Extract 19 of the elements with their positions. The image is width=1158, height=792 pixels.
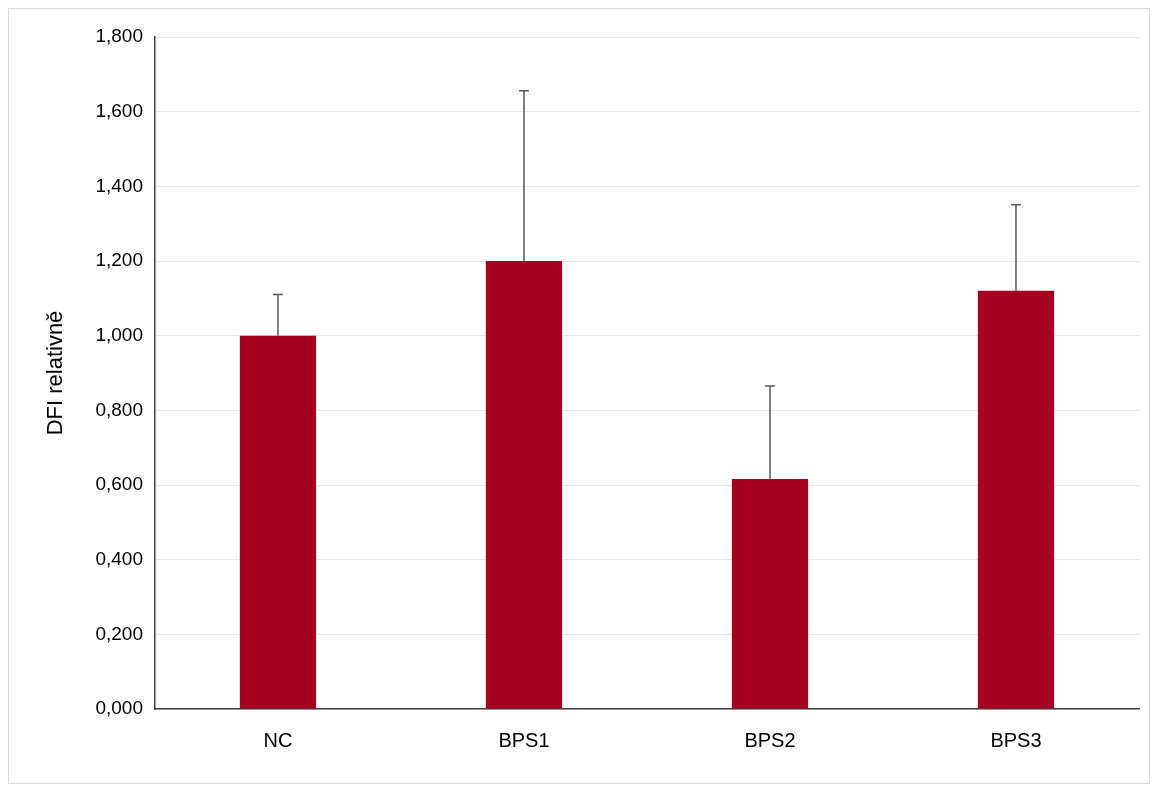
y-tick-label: 0,800 <box>95 398 143 420</box>
y-tick-label: 0,000 <box>95 697 143 719</box>
y-tick-label: 0,600 <box>95 473 143 495</box>
y-tick-label: 1,200 <box>95 249 143 271</box>
y-tick-label: 1,400 <box>95 174 143 196</box>
y-tick-label: 0,200 <box>95 622 143 644</box>
y-axis-title: DFI relativně <box>42 310 68 436</box>
x-tick-label: BPS2 <box>744 728 796 751</box>
y-tick-label: 1,600 <box>95 99 143 121</box>
bar <box>731 479 809 709</box>
bar <box>485 261 563 709</box>
y-tick-label: 1,000 <box>95 323 143 345</box>
y-tick-label: 1,800 <box>95 25 143 47</box>
x-tick-label: BPS1 <box>498 728 550 751</box>
x-tick-label: NC <box>263 728 293 751</box>
y-tick-label: 0,400 <box>95 547 143 569</box>
bar <box>977 290 1055 709</box>
x-tick-label: BPS3 <box>990 728 1042 751</box>
bar <box>239 335 317 709</box>
